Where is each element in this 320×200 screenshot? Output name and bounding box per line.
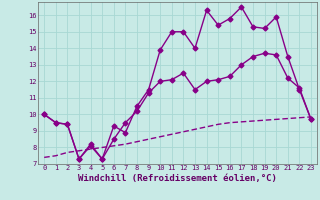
X-axis label: Windchill (Refroidissement éolien,°C): Windchill (Refroidissement éolien,°C) — [78, 174, 277, 183]
